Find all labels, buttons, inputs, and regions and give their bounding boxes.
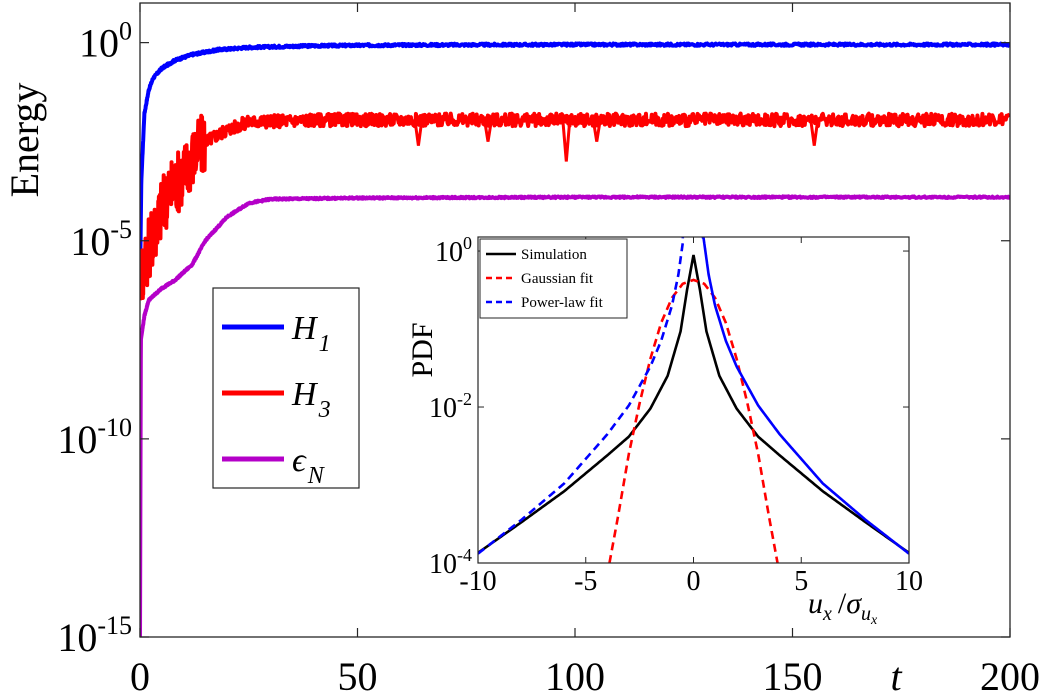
main-series-line [140,111,1010,302]
main-x-tick-label: 100 [545,654,605,696]
inset-x-tick-label: 5 [794,566,808,597]
inset-x-tick-label: 10 [895,566,923,597]
inset-plot: -10 -5 0 5 10 100 10-2 10-4 PDF ux/σux Simulat… [406,233,923,628]
main-series-line [140,41,1010,285]
inset-legend-label: Gaussian fit [521,271,594,287]
inset-y-ticks: 100 10-2 10-4 [429,233,909,580]
inset-legend-box [479,238,628,319]
main-legend: H1 H3 ϵN [212,287,360,489]
inset-x-axis-label: ux/σux [808,587,878,628]
main-legend-box [212,287,360,489]
inset-y-tick-label: 10-2 [429,389,472,424]
main-x-tick-label: 50 [338,654,378,696]
main-y-axis-label: Energy [2,83,47,198]
inset-legend: Simulation Gaussian fit Power-law fit [479,238,628,319]
inset-series-group [478,237,909,563]
inset-y-axis-label: PDF [406,322,439,377]
inset-legend-label: Simulation [521,247,587,263]
main-y-tick-label: 100 [79,17,132,66]
main-series-dip [413,119,424,146]
main-x-axis-label: t [890,654,902,696]
main-y-tick-label: 10-10 [57,413,132,462]
main-x-tick-label: 150 [763,654,823,696]
main-series-dip [483,119,493,142]
inset-series-line [608,278,779,563]
main-series-dip [561,119,572,162]
inset-y-tick-label: 10-4 [429,545,472,580]
main-legend-label: H3 [291,376,331,423]
main-x-ticks: 0 50 100 150 200 [130,3,1040,696]
inset-x-tick-label: -5 [574,566,597,597]
inset-x-tick-label: 0 [687,566,701,597]
inset-legend-label: Power-law fit [521,295,604,311]
main-legend-label: ϵN [292,442,326,489]
main-series-line [140,194,1010,637]
main-y-tick-label: 10-5 [70,215,132,264]
inset-series-line [478,237,909,555]
inset-x-tick-label: -10 [459,566,496,597]
inset-x-ticks: -10 -5 0 5 10 [459,237,923,597]
main-series-dip [591,119,602,142]
main-legend-label: H1 [291,310,331,357]
main-x-tick-label: 0 [130,654,150,696]
inset-y-tick-label: 100 [435,233,472,268]
main-series-group [140,41,1010,637]
inset-series-line [478,254,909,554]
main-series-dip [809,119,820,146]
main-y-tick-label: 10-15 [57,611,132,660]
main-x-tick-label: 200 [980,654,1040,696]
